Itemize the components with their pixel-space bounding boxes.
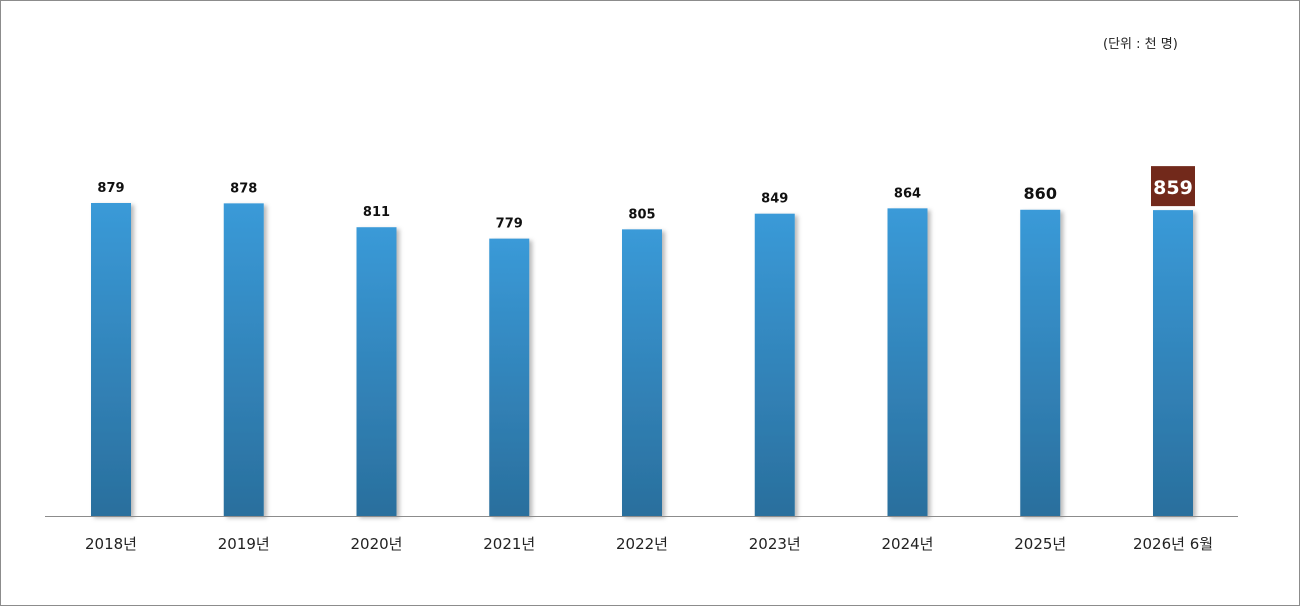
bar-5 <box>754 213 795 516</box>
data-label-8: 859 <box>1153 177 1193 199</box>
data-label-5: 849 <box>761 192 788 207</box>
data-label-4: 805 <box>628 207 655 222</box>
bar-8 <box>1153 210 1193 516</box>
bar-2 <box>356 227 397 517</box>
data-label-3: 779 <box>496 217 523 232</box>
bar-6 <box>887 208 928 516</box>
x-tick-label-1: 2019년 <box>218 535 270 553</box>
x-tick-label-7: 2025년 <box>1014 535 1066 553</box>
bar-7 <box>1020 209 1061 517</box>
data-label-2: 811 <box>363 205 390 220</box>
highlight-box <box>1151 166 1195 207</box>
x-tick-label-3: 2021년 <box>483 535 535 553</box>
bar-0 <box>91 203 131 516</box>
highlight-value-box: 859 <box>1151 166 1195 207</box>
data-labels: 879 878 811 779 805 849 864 860 859 <box>97 166 1195 232</box>
x-tick-label-4: 2022년 <box>616 535 668 553</box>
x-tick-label-0: 2018년 <box>85 535 137 553</box>
x-tick-label-2: 2020년 <box>351 535 403 553</box>
unit-label: (단위 : 천 명) <box>1103 37 1178 52</box>
bars-group <box>91 203 1193 517</box>
x-tick-label-8: 2026년 6월 <box>1133 535 1213 553</box>
bar-3 <box>489 238 530 516</box>
data-label-0: 879 <box>97 181 124 196</box>
bar-1 <box>223 203 264 516</box>
bar-4 <box>622 229 662 516</box>
x-tick-labels: 2018년 2019년 2020년 2021년 2022년 2023년 2024년 2025년… <box>85 535 1213 553</box>
x-tick-label-5: 2023년 <box>749 535 801 553</box>
data-label-6: 864 <box>894 186 921 201</box>
data-label-7: 860 <box>1024 184 1057 203</box>
data-label-1: 878 <box>230 181 257 196</box>
x-tick-label-6: 2024년 <box>882 535 934 553</box>
